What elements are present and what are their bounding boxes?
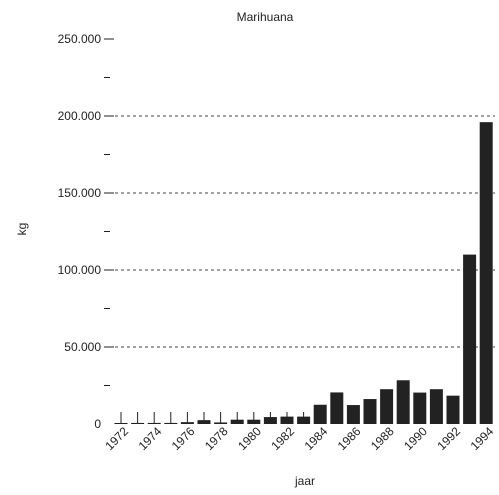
chart-title: Marihuana: [237, 10, 294, 24]
x-tick-label: 1972: [102, 424, 131, 453]
bars: [114, 122, 493, 424]
y-tick-label: 200.000: [58, 109, 102, 123]
bar-1991: [429, 389, 443, 424]
gridlines: [115, 115, 495, 348]
bar-1985: [330, 392, 344, 424]
x-tick-label: 1994: [468, 424, 497, 453]
bar-1988: [380, 389, 394, 424]
bar-1987: [363, 399, 377, 424]
bar-1992: [446, 395, 460, 424]
x-tick-label: 1984: [302, 424, 331, 453]
x-tick-label: 1978: [202, 424, 231, 453]
y-tick-label: 250.000: [58, 32, 102, 46]
bar-1989: [396, 380, 410, 424]
x-tick-label: 1982: [268, 424, 297, 453]
y-tick-label: 100.000: [58, 263, 102, 277]
y-tick-label: 150.000: [58, 186, 102, 200]
x-tick-label: 1990: [401, 424, 430, 453]
bar-1990: [413, 392, 427, 424]
y-tick-label: 50.000: [64, 340, 101, 354]
y-tick-label: 0: [94, 417, 101, 431]
x-axis-label: jaar: [294, 474, 315, 488]
x-tick-label: 1992: [434, 424, 463, 453]
x-tick-label: 1974: [136, 424, 165, 453]
y-axis-label: kg: [15, 223, 29, 236]
x-tick-label: 1988: [368, 424, 397, 453]
x-tick-label: 1986: [335, 424, 364, 453]
x-tick-label: 1976: [169, 424, 198, 453]
bar-1994: [479, 122, 493, 424]
bar-1993: [463, 254, 477, 424]
y-axis-ticks: 0 50.000 100.000 150.000 200.000 250.000: [58, 32, 114, 431]
x-tick-label: 1980: [235, 424, 264, 453]
